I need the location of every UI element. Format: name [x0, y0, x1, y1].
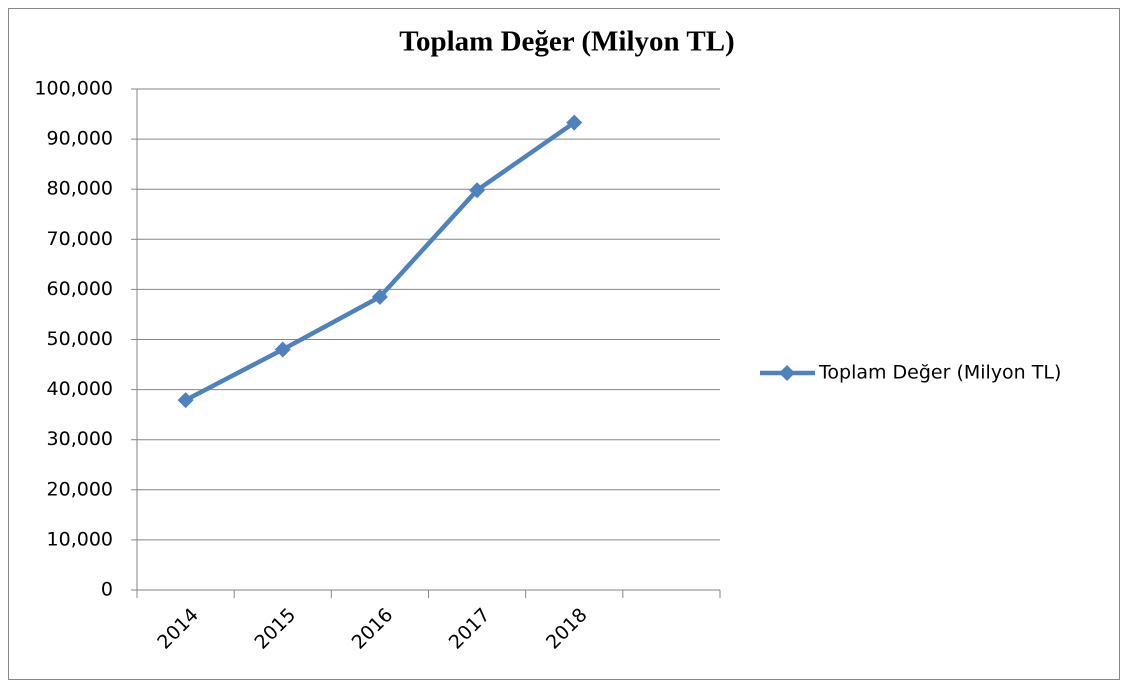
y-tick-label: 60,000 [47, 278, 113, 300]
legend-marker [779, 365, 795, 381]
y-tick-label: 90,000 [47, 128, 113, 150]
y-tick-label: 50,000 [47, 328, 113, 350]
y-tick-label: 80,000 [47, 178, 113, 200]
data-point [177, 392, 194, 409]
legend-label: Toplam Değer (Milyon TL) [818, 362, 1061, 384]
y-tick-label: 10,000 [47, 528, 113, 550]
y-tick-label: 0 [101, 579, 113, 601]
y-tick-label: 30,000 [47, 428, 113, 450]
data-point [274, 341, 291, 358]
chart-frame [8, 8, 1120, 680]
y-tick-label: 70,000 [47, 228, 113, 250]
data-point [469, 182, 486, 199]
y-tick-label: 100,000 [34, 78, 113, 100]
data-point [566, 114, 583, 131]
data-point [371, 288, 388, 305]
y-tick-label: 40,000 [47, 378, 113, 400]
y-tick-label: 20,000 [47, 478, 113, 500]
chart-title: Toplam Değer (Milyon TL) [399, 26, 734, 58]
